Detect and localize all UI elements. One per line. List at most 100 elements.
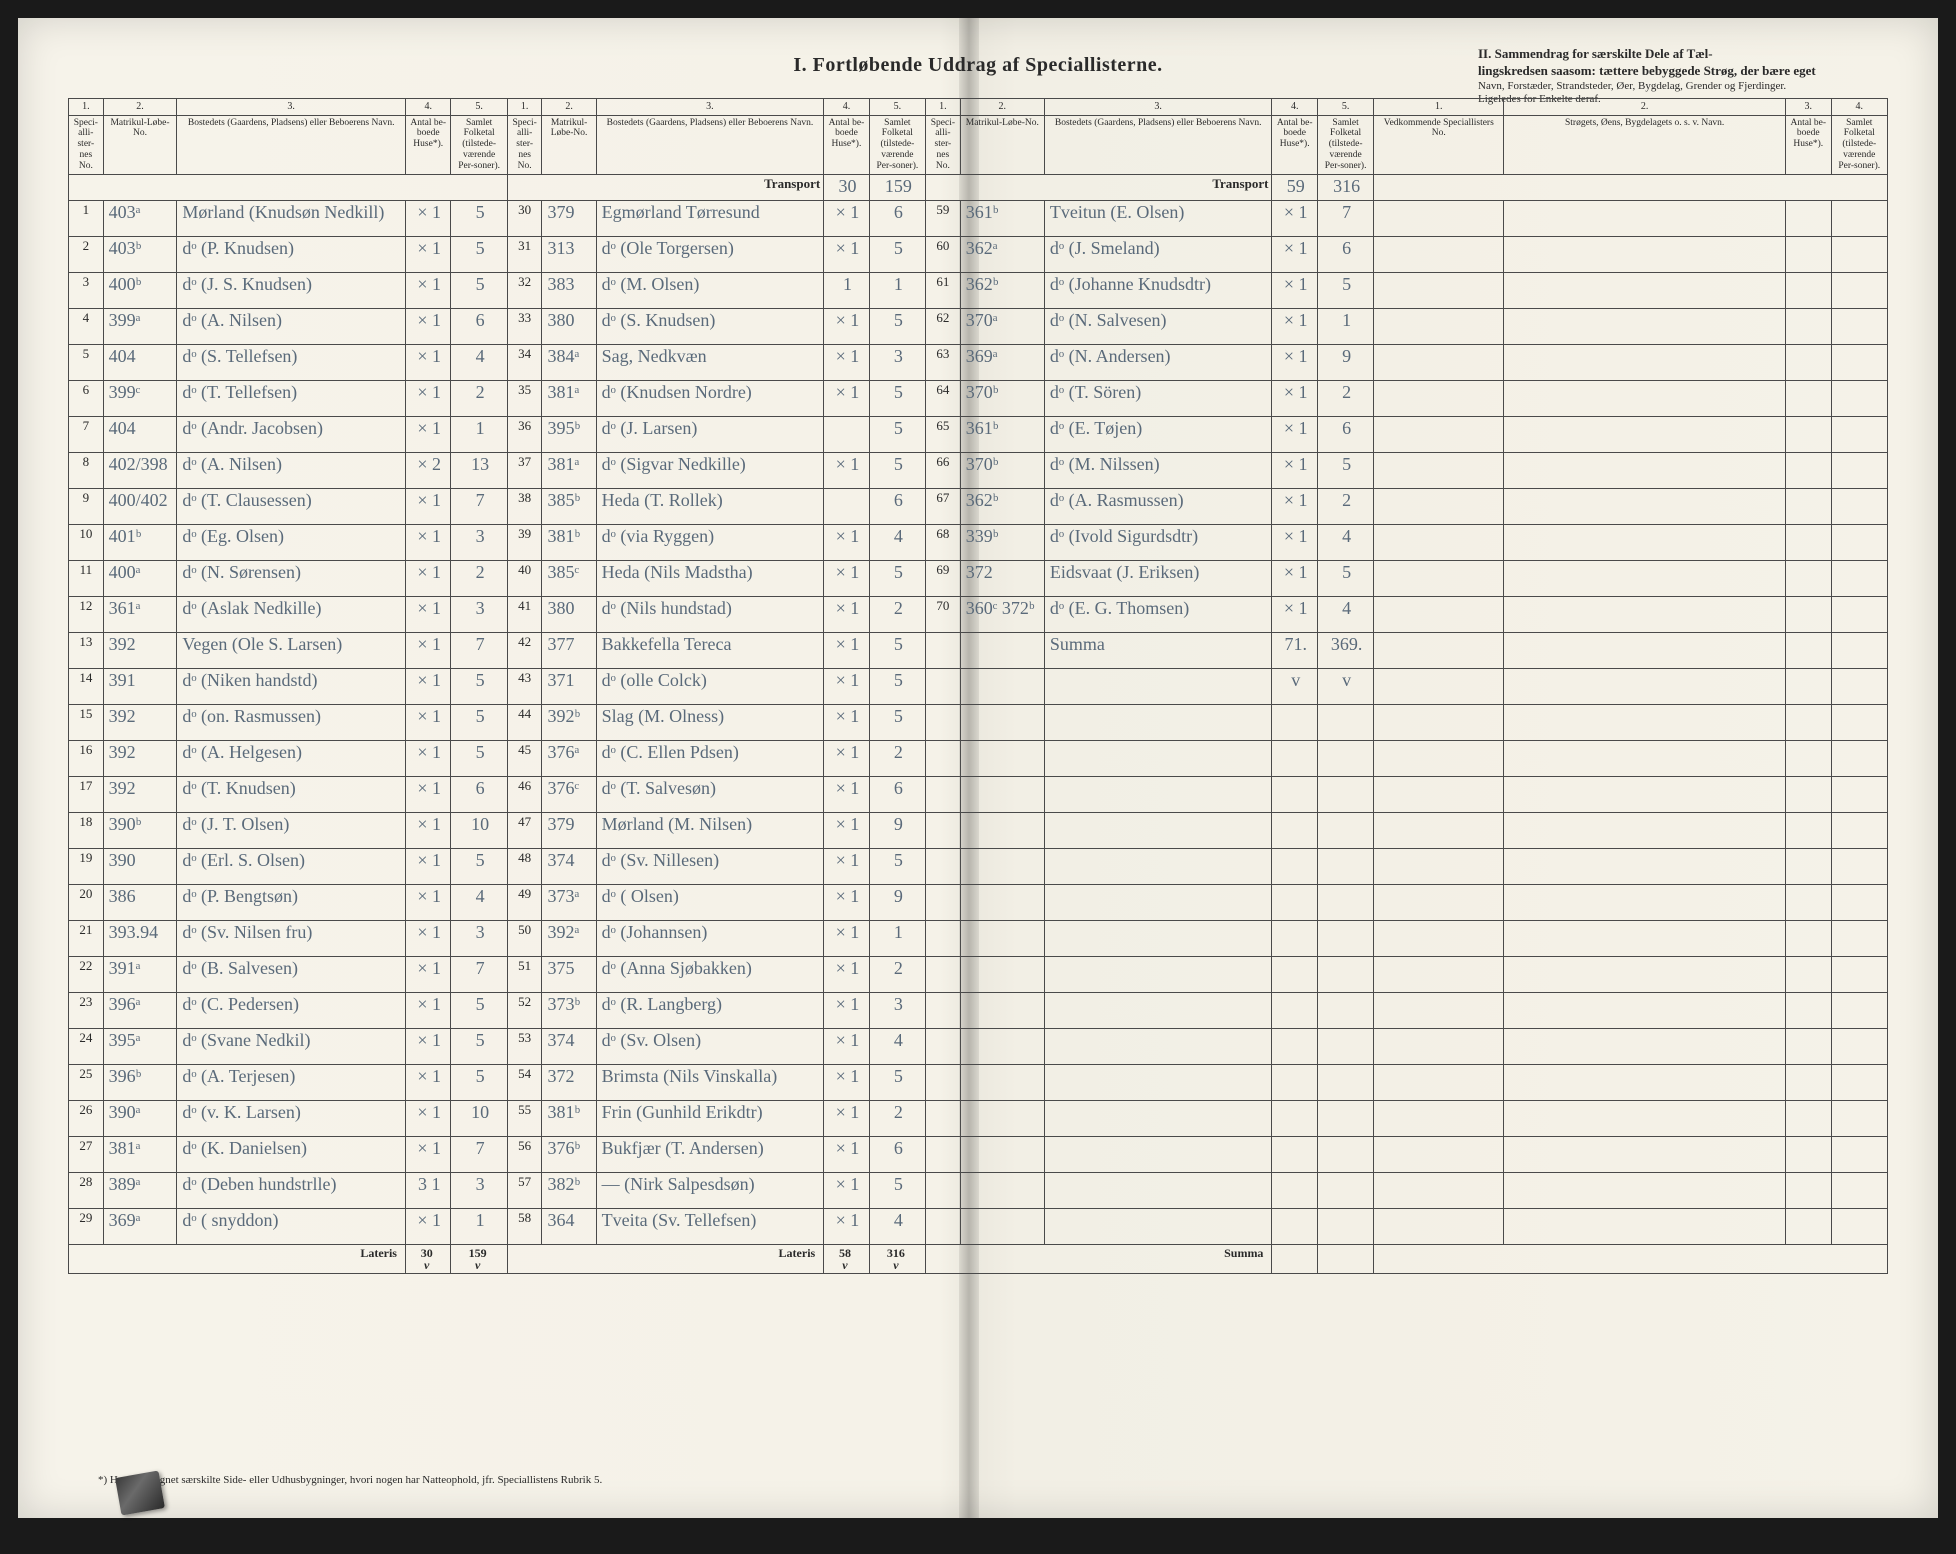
cell: × 1 <box>824 1173 870 1209</box>
cell <box>1044 705 1272 741</box>
cell <box>1374 525 1504 561</box>
cell: × 1 <box>824 237 870 273</box>
cell <box>1374 777 1504 813</box>
cell: 2 <box>1317 489 1373 525</box>
cell: × 1 <box>405 237 451 273</box>
cell: × 1 <box>824 777 870 813</box>
cell <box>1504 453 1786 489</box>
cell: 399ᶜ <box>103 381 177 417</box>
cell: 33 <box>507 309 542 345</box>
cell: 381ᵇ <box>542 1101 596 1137</box>
cell: dᵒ (R. Langberg) <box>596 993 824 1029</box>
cell: 379 <box>542 813 596 849</box>
cell <box>1831 561 1887 597</box>
cell: × 1 <box>824 1209 870 1245</box>
cell <box>1786 777 1832 813</box>
cell: 12 <box>69 597 104 633</box>
cell <box>1831 489 1887 525</box>
cell <box>1374 741 1504 777</box>
cell: 45 <box>507 741 542 777</box>
col-number-row: 1. 2. 3. 4. 5. 1. 2. 3. 4. 5. 1. 2. 3. 4… <box>69 99 1888 116</box>
lateris-label: Lateris <box>507 1245 823 1274</box>
cell <box>1272 993 1318 1029</box>
cell: Sag, Nedkvæn <box>596 345 824 381</box>
cell: 374 <box>542 1029 596 1065</box>
cell: Tveitun (E. Olsen) <box>1044 201 1272 237</box>
cell: × 1 <box>824 597 870 633</box>
cell <box>1831 417 1887 453</box>
cell: × 1 <box>824 957 870 993</box>
cell <box>1786 1137 1832 1173</box>
cell: 2 <box>1317 381 1373 417</box>
cell <box>1374 705 1504 741</box>
cell <box>1044 1137 1272 1173</box>
cell <box>1786 633 1832 669</box>
colnum: 2. <box>1504 99 1786 116</box>
table-row: 4399ᵃdᵒ (A. Nilsen)× 1633380dᵒ (S. Knuds… <box>69 309 1888 345</box>
cell: 382ᵇ <box>542 1173 596 1209</box>
cell: 3 <box>451 1173 507 1209</box>
cell <box>1831 705 1887 741</box>
cell: dᵒ (N. Sørensen) <box>177 561 406 597</box>
cell: 381ᵃ <box>542 453 596 489</box>
cell: 9 <box>869 813 925 849</box>
cell: 384ᵃ <box>542 345 596 381</box>
cell <box>1374 849 1504 885</box>
cell <box>1374 1137 1504 1173</box>
cell <box>1272 849 1318 885</box>
cell: 38 <box>507 489 542 525</box>
cell: 372 <box>960 561 1044 597</box>
cell <box>1831 777 1887 813</box>
binder-clip <box>115 1470 165 1515</box>
cell: 393.94 <box>103 921 177 957</box>
cell <box>1317 813 1373 849</box>
colnum: 4. <box>1831 99 1887 116</box>
cell <box>1786 453 1832 489</box>
lateris-label: Lateris <box>69 1245 406 1274</box>
cell <box>960 1065 1044 1101</box>
cell: × 1 <box>405 345 451 381</box>
table-row: 25396ᵇdᵒ (A. Terjesen)× 1554372Brimsta (… <box>69 1065 1888 1101</box>
title-right-bold: II. Sammendrag for særskilte Dele af Tæl… <box>1478 46 1713 61</box>
cell: × 1 <box>824 849 870 885</box>
cell <box>960 1029 1044 1065</box>
cell <box>1317 957 1373 993</box>
cell: 25 <box>69 1065 104 1101</box>
cell: dᵒ (M. Olsen) <box>596 273 824 309</box>
cell: 2 <box>869 741 925 777</box>
cell: dᵒ (Johanne Knudsdtr) <box>1044 273 1272 309</box>
table-row: 2403ᵇdᵒ (P. Knudsen)× 1531313dᵒ (Ole Tor… <box>69 237 1888 273</box>
cell <box>1786 525 1832 561</box>
cell: 390 <box>103 849 177 885</box>
cell: 39 <box>507 525 542 561</box>
cell: dᵒ (A. Rasmussen) <box>1044 489 1272 525</box>
cell: 374 <box>542 849 596 885</box>
cell <box>1504 561 1786 597</box>
cell: 6 <box>1317 237 1373 273</box>
cell: dᵒ (C. Pedersen) <box>177 993 406 1029</box>
cell: 390ᵇ <box>103 813 177 849</box>
table-body: Transport 30 159 Transport 59 316 1403ᵃM… <box>69 175 1888 1274</box>
cell: × 1 <box>405 561 451 597</box>
lateris-row: Lateris30v159vLateris58v316vSumma <box>69 1245 1888 1274</box>
table-row: 12361ᵃdᵒ (Aslak Nedkille)× 1341380dᵒ (Ni… <box>69 597 1888 633</box>
cell: 392 <box>103 633 177 669</box>
hdr-bos: Bostedets (Gaardens, Pladsens) eller Beb… <box>596 115 824 175</box>
cell <box>1317 1065 1373 1101</box>
cell: dᵒ (T. Salvesøn) <box>596 777 824 813</box>
cell <box>1786 201 1832 237</box>
ledger-page: I. Fortløbende Uddrag af Speciallisterne… <box>18 18 1938 1518</box>
cell: 49 <box>507 885 542 921</box>
cell: dᵒ (N. Salvesen) <box>1044 309 1272 345</box>
cell: 63 <box>926 345 961 381</box>
transport-val: 30 <box>824 175 870 201</box>
cell <box>1374 597 1504 633</box>
cell: dᵒ (Niken handstd) <box>177 669 406 705</box>
cell: 5 <box>869 417 925 453</box>
cell: × 1 <box>405 309 451 345</box>
cell <box>1831 201 1887 237</box>
cell <box>1831 1209 1887 1245</box>
cell <box>960 849 1044 885</box>
lateris-val: 58v <box>824 1245 870 1274</box>
cell: × 1 <box>405 813 451 849</box>
